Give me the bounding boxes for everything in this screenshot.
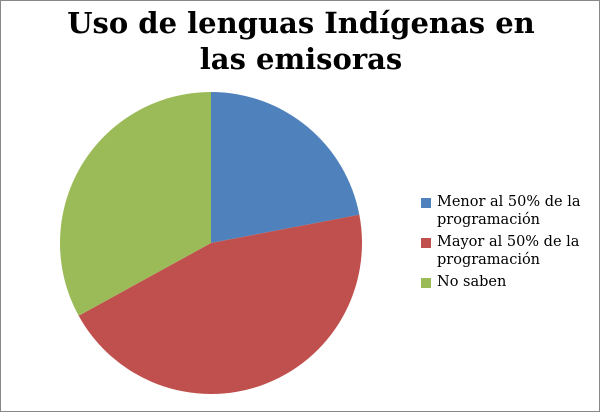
legend-label: No saben [437,274,507,290]
legend-label: Menor al 50% de la programación [437,194,581,228]
legend-swatch [421,238,431,248]
pie-slice [211,92,360,243]
pie-slice [78,214,363,395]
legend-item: Mayor al 50% de la programación [421,233,597,269]
legend: Menor al 50% de la programación Mayor al … [421,193,597,295]
chart-title: Uso de lenguas Indígenas en las emisoras [67,6,535,76]
legend-label: Mayor al 50% de la programación [437,234,580,268]
legend-item: No saben [421,273,597,291]
legend-item: Menor al 50% de la programación [421,193,597,229]
legend-swatch [421,278,431,288]
legend-swatch [421,198,431,208]
pie-slice [59,92,212,316]
